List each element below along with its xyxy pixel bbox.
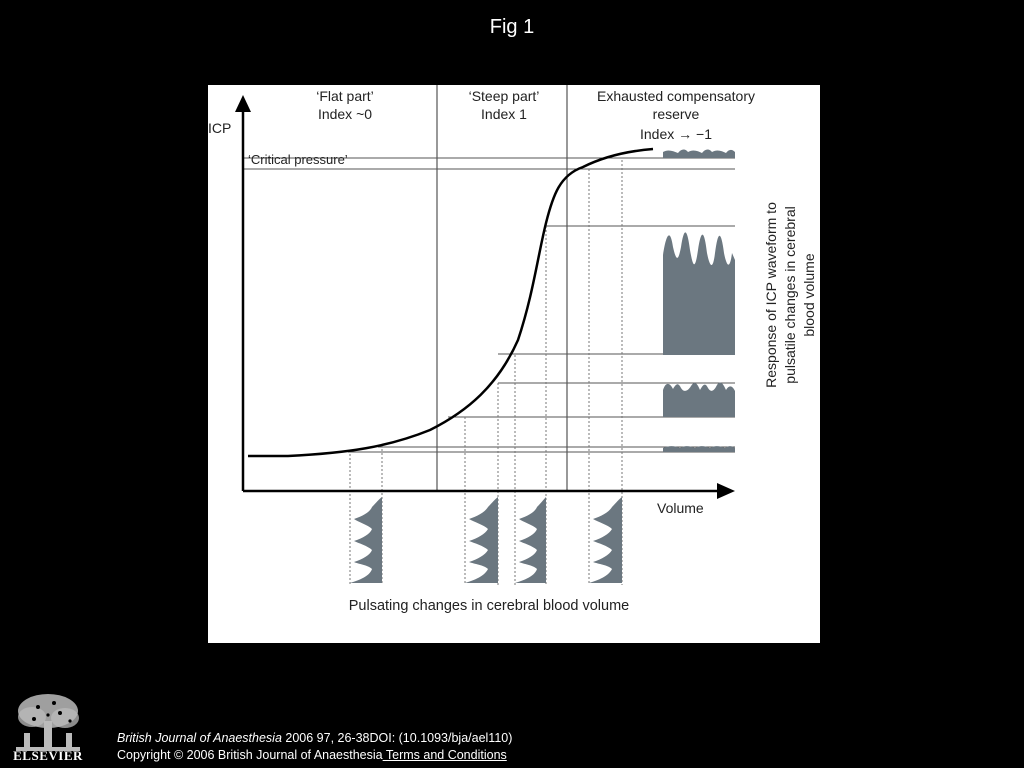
exhausted-reserve-subtitle: reserve [653, 106, 700, 122]
flat-part-index: Index ~0 [318, 106, 372, 122]
response-waveform-moderate [663, 382, 735, 417]
terms-link[interactable]: Terms and Conditions [382, 748, 507, 762]
copyright-text: Copyright © 2006 British Journal of Anae… [117, 748, 383, 762]
x-axis-label: Volume [657, 500, 704, 516]
volume-waveform-flat [350, 497, 382, 583]
elsevier-tree-logo-icon [10, 691, 86, 755]
volume-waveform-exhausted [589, 497, 622, 583]
figure-panel: ICP Volume ‘Critical pressure’ ‘Flat par… [208, 85, 820, 643]
slide-title: Fig 1 [489, 16, 535, 38]
exhausted-reserve-title: Exhausted compensatory [597, 88, 755, 104]
flat-part-title: ‘Flat part’ [316, 88, 374, 104]
journal-name: British Journal of Anaesthesia [117, 731, 282, 745]
x-axis-arrow-icon [717, 483, 735, 499]
y-axis-label: ICP [208, 120, 231, 136]
response-label-line-3: blood volume [801, 253, 817, 336]
citation-line-1: British Journal of Anaesthesia 2006 97, … [117, 730, 512, 747]
response-label-line-1: Response of ICP waveform to [763, 202, 779, 388]
response-waveform-flat [663, 446, 735, 452]
pressure-volume-curve [248, 147, 654, 458]
icp-volume-diagram: ICP Volume ‘Critical pressure’ ‘Flat par… [208, 85, 817, 614]
critical-pressure-label: ‘Critical pressure’ [248, 152, 348, 167]
response-waveform-critical [663, 149, 735, 158]
response-waveform-steep [663, 232, 735, 355]
y-axis-arrow-icon [235, 95, 251, 112]
citation: British Journal of Anaesthesia 2006 97, … [117, 730, 512, 764]
response-label-line-2: pulsatile changes in cerebral [782, 206, 798, 383]
citation-ref: 2006 97, 26-38DOI: (10.1093/bja/ael110) [281, 731, 513, 745]
response-label: Response of ICP waveform to pulsatile ch… [763, 202, 817, 388]
citation-line-2: Copyright © 2006 British Journal of Anae… [117, 747, 512, 764]
volume-waveform-steep-2 [515, 497, 546, 583]
exhausted-reserve-index: Index → −1 [640, 126, 712, 142]
bottom-label: Pulsating changes in cerebral blood volu… [349, 598, 630, 614]
elsevier-logo-text: ELSEVIER [13, 748, 83, 763]
steep-part-title: ‘Steep part’ [469, 88, 540, 104]
steep-part-index: Index 1 [481, 106, 527, 122]
blood-volume-waveforms [350, 497, 622, 583]
volume-waveform-steep-1 [465, 497, 498, 583]
